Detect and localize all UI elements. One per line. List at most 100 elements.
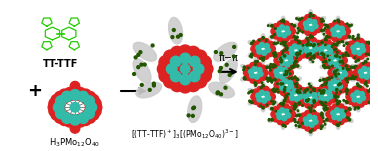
Circle shape (367, 85, 368, 87)
Circle shape (341, 82, 347, 88)
Circle shape (319, 54, 326, 61)
Ellipse shape (309, 33, 313, 41)
Circle shape (335, 95, 337, 97)
Circle shape (334, 77, 341, 83)
Circle shape (313, 92, 320, 98)
Circle shape (292, 82, 299, 88)
Circle shape (57, 109, 67, 120)
Circle shape (325, 102, 327, 103)
Ellipse shape (346, 117, 353, 122)
Ellipse shape (263, 76, 271, 81)
Circle shape (62, 113, 72, 123)
Circle shape (366, 53, 367, 55)
Circle shape (339, 122, 341, 124)
Ellipse shape (343, 88, 350, 94)
Circle shape (170, 46, 184, 60)
Circle shape (304, 21, 308, 26)
Circle shape (348, 89, 354, 96)
Ellipse shape (291, 23, 298, 29)
Circle shape (355, 107, 356, 108)
Circle shape (329, 75, 336, 81)
Circle shape (299, 41, 301, 43)
Circle shape (271, 108, 273, 110)
Circle shape (325, 85, 332, 91)
Circle shape (248, 92, 249, 94)
Circle shape (320, 91, 322, 92)
Circle shape (287, 55, 293, 60)
Circle shape (352, 75, 353, 77)
Circle shape (283, 21, 285, 23)
Circle shape (312, 116, 317, 120)
Ellipse shape (320, 88, 327, 93)
Circle shape (275, 62, 282, 69)
Circle shape (313, 119, 318, 124)
Circle shape (329, 50, 336, 56)
Circle shape (338, 21, 340, 23)
Circle shape (274, 79, 276, 81)
Circle shape (280, 74, 285, 79)
Ellipse shape (324, 57, 327, 65)
Circle shape (273, 33, 279, 39)
Circle shape (282, 19, 284, 21)
Ellipse shape (309, 55, 313, 63)
Circle shape (273, 64, 274, 65)
Circle shape (347, 69, 349, 71)
Circle shape (274, 90, 276, 92)
Circle shape (318, 43, 319, 45)
Circle shape (64, 116, 75, 127)
Ellipse shape (310, 53, 318, 59)
Ellipse shape (294, 88, 301, 93)
Circle shape (315, 113, 321, 119)
Circle shape (337, 19, 339, 21)
Circle shape (55, 106, 65, 117)
Circle shape (283, 54, 288, 59)
Circle shape (257, 61, 259, 62)
Circle shape (275, 77, 282, 83)
Circle shape (364, 83, 367, 85)
Circle shape (280, 58, 281, 60)
Circle shape (344, 74, 351, 80)
Circle shape (326, 111, 332, 117)
Ellipse shape (318, 100, 325, 106)
Circle shape (328, 116, 334, 122)
Circle shape (328, 33, 334, 39)
Circle shape (298, 22, 305, 28)
Circle shape (321, 85, 323, 86)
Circle shape (336, 88, 338, 91)
Circle shape (310, 87, 317, 94)
Circle shape (81, 89, 91, 100)
Circle shape (301, 17, 303, 19)
Circle shape (345, 90, 347, 91)
Circle shape (91, 98, 101, 109)
Circle shape (265, 95, 270, 100)
Circle shape (75, 114, 85, 125)
Circle shape (352, 49, 357, 54)
Circle shape (70, 117, 80, 127)
Circle shape (137, 53, 140, 56)
Ellipse shape (333, 92, 337, 100)
Circle shape (283, 79, 288, 84)
Circle shape (355, 61, 356, 62)
Circle shape (350, 109, 351, 110)
Text: +: + (27, 82, 42, 100)
Circle shape (85, 104, 96, 115)
Ellipse shape (318, 89, 325, 95)
Circle shape (364, 46, 370, 52)
Circle shape (248, 67, 249, 69)
Circle shape (276, 53, 282, 59)
Circle shape (310, 58, 312, 60)
Circle shape (300, 52, 307, 58)
Circle shape (273, 53, 276, 56)
Ellipse shape (266, 76, 273, 81)
Ellipse shape (296, 124, 303, 129)
Circle shape (339, 61, 341, 63)
Circle shape (298, 49, 303, 54)
Circle shape (293, 25, 296, 27)
Ellipse shape (284, 45, 288, 53)
Circle shape (325, 108, 328, 110)
Circle shape (334, 70, 336, 73)
Ellipse shape (261, 104, 265, 112)
Circle shape (71, 115, 81, 125)
Circle shape (254, 61, 257, 63)
Circle shape (355, 90, 359, 95)
